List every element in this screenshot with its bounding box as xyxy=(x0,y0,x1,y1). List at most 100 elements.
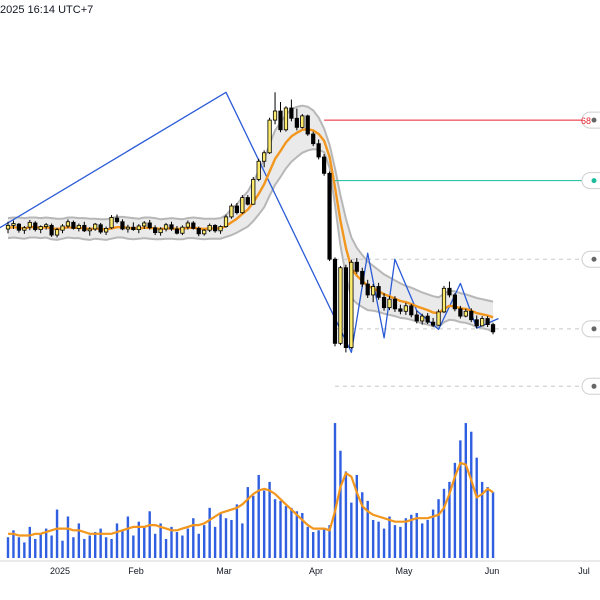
candle-body xyxy=(256,160,261,180)
volatility-band-layer xyxy=(7,104,494,333)
volume-bar xyxy=(257,474,260,558)
volume-bar xyxy=(290,507,293,558)
candle-body xyxy=(60,225,65,231)
volume-bar xyxy=(246,487,249,558)
volume-bar xyxy=(382,528,386,558)
volume-bar xyxy=(312,532,315,558)
volume-bar xyxy=(219,513,222,558)
candle-body xyxy=(71,221,76,229)
candle xyxy=(300,114,305,129)
candle xyxy=(447,281,452,298)
candle xyxy=(33,221,38,232)
volume-bar xyxy=(404,518,408,558)
price-level-marker xyxy=(591,256,597,262)
candle-body xyxy=(229,205,234,218)
volume-bar xyxy=(203,525,206,558)
price-level-label-box xyxy=(581,250,600,268)
volume-average-line xyxy=(8,461,494,537)
candle-body xyxy=(245,197,250,205)
candle xyxy=(463,308,468,318)
candle-body xyxy=(180,226,185,234)
candle xyxy=(49,223,54,237)
candle xyxy=(441,285,447,314)
candle xyxy=(245,195,250,206)
volume-bar xyxy=(421,523,424,558)
volume-bar xyxy=(322,528,326,558)
candle-body xyxy=(398,308,403,312)
candle xyxy=(71,220,76,230)
volume-bar xyxy=(350,502,353,558)
volume-bar xyxy=(170,526,173,558)
candle xyxy=(409,304,414,318)
candle xyxy=(305,114,310,136)
volume-bar xyxy=(148,511,151,558)
time-axis-tick-label: May xyxy=(395,566,413,576)
candle xyxy=(16,222,22,233)
volume-bar xyxy=(431,509,435,558)
candle xyxy=(316,139,321,160)
candle-body xyxy=(22,227,27,231)
candle xyxy=(469,308,474,323)
candle-body xyxy=(441,287,447,313)
candle xyxy=(398,304,403,315)
time-axis-tick-label: Apr xyxy=(309,566,323,576)
candle xyxy=(360,267,365,288)
candle-body xyxy=(251,178,256,205)
candle-body xyxy=(458,308,463,317)
volume-bar xyxy=(415,513,418,558)
candle-body xyxy=(136,225,141,231)
candle-body xyxy=(425,315,430,323)
candle xyxy=(229,203,234,219)
candle-body xyxy=(153,227,158,234)
price-level-label-box xyxy=(581,320,600,338)
candle xyxy=(240,195,245,214)
candle-body xyxy=(76,224,81,229)
candle xyxy=(44,222,49,230)
candle xyxy=(223,214,229,228)
candle-body xyxy=(311,133,316,145)
volume-bar xyxy=(83,538,86,558)
candle xyxy=(278,101,283,133)
volume-bar xyxy=(55,509,59,558)
candle xyxy=(262,150,267,168)
volume-bar xyxy=(339,450,342,558)
candle xyxy=(82,221,87,233)
candle-body xyxy=(490,324,496,333)
band-upper-edge xyxy=(7,104,494,303)
candle xyxy=(365,279,370,298)
candle xyxy=(169,221,174,231)
candle xyxy=(180,225,185,236)
volume-bar xyxy=(301,513,304,558)
candle xyxy=(125,224,130,233)
candle-body xyxy=(289,107,294,119)
candle xyxy=(392,296,398,312)
price-level-value: 68 xyxy=(581,116,591,126)
candle-body xyxy=(327,172,332,260)
candle xyxy=(142,221,147,229)
candle xyxy=(430,317,436,328)
candle-body xyxy=(480,318,485,327)
volume-bar xyxy=(328,525,331,558)
candle-body xyxy=(409,305,414,316)
candle xyxy=(98,222,103,234)
volume-bar xyxy=(186,528,190,558)
candle-body xyxy=(365,283,370,296)
volume-bar xyxy=(371,519,375,558)
candle xyxy=(27,219,32,231)
zigzag-lines xyxy=(0,91,499,354)
volume-bar xyxy=(344,471,348,558)
candle xyxy=(321,153,327,176)
candle-body xyxy=(300,115,305,128)
price-level-marker xyxy=(591,326,597,332)
price-level-marker xyxy=(591,117,597,123)
volume-pane xyxy=(6,423,495,558)
candle xyxy=(234,202,239,215)
candle xyxy=(202,229,207,236)
candle xyxy=(153,225,158,236)
volume-bar xyxy=(94,532,97,558)
candle xyxy=(474,315,479,329)
candle-body xyxy=(430,321,436,326)
candle-body xyxy=(174,228,180,234)
volume-bar xyxy=(159,523,162,558)
